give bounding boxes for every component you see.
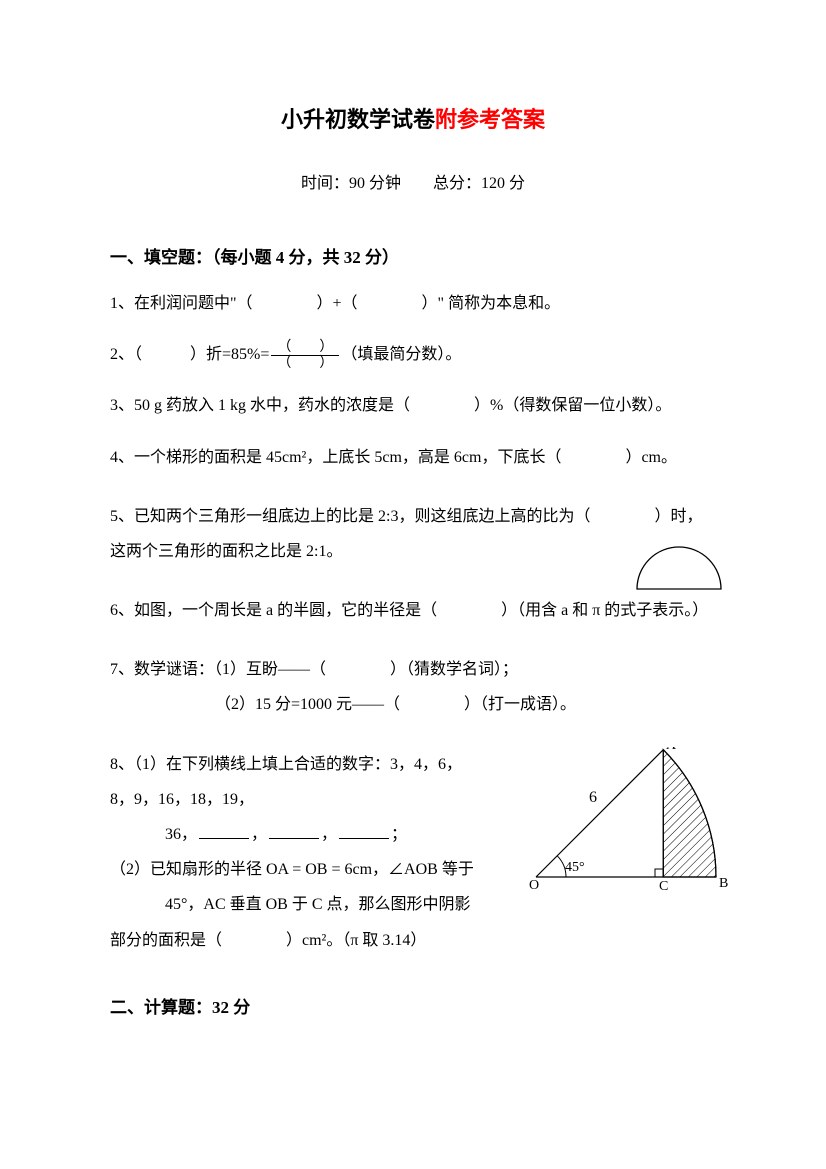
question-7: 7、数学谜语：（1）互盼——（ ）（猜数学名词）； （2）15 分=1000 元…: [110, 652, 716, 722]
total-value: 120 分: [481, 175, 525, 192]
question-6: 6、如图，一个周长是 a 的半圆，它的半径是（ ）（用含 a 和 π 的式子表示…: [110, 593, 716, 628]
title-black: 小升初数学试卷: [281, 107, 435, 132]
sector-figure: A B C O 6 45°: [521, 747, 731, 910]
q8-line1: 8、（1）在下列横线上填上合适的数字：3，4，6，: [110, 747, 490, 782]
q2-prefix: 2、（ ）折=85%=: [110, 346, 269, 363]
total-label: 总分：: [433, 175, 481, 192]
fraction-denominator: （ ）: [271, 356, 339, 371]
question-5: 5、已知两个三角形一组底边上的比是 2:3，则这组底边上高的比为（ ）时，这两个…: [110, 499, 716, 569]
title-red: 附参考答案: [435, 107, 545, 132]
label-A: A: [666, 747, 677, 753]
blank-1: [199, 823, 249, 839]
fraction: （ ）（ ）: [271, 340, 339, 372]
question-1: 1、在利润问题中"（ ）+（ ）" 简称为本息和。: [110, 286, 716, 321]
question-2: 2、（ ）折=85%=（ ）（ ）（填最简分数）。: [110, 337, 716, 372]
q8-line3: 36，，，；: [110, 817, 490, 852]
subtitle: 时间：90 分钟 总分：120 分: [110, 170, 716, 199]
page-title: 小升初数学试卷附参考答案: [110, 100, 716, 140]
q2-suffix: （填最简分数）。: [341, 346, 461, 363]
q8-line6: 部分的面积是（ ）cm²。（π 取 3.14）: [110, 923, 716, 958]
label-B: B: [719, 876, 728, 891]
blank-3: [339, 823, 389, 839]
q7-line2: （2）15 分=1000 元——（ ）（打一成语）。: [110, 687, 716, 722]
time-value: 90 分钟: [349, 175, 401, 192]
semicircle-figure: [632, 543, 726, 606]
q8-line2: 8，9，16，18，19，: [110, 782, 490, 817]
label-6: 6: [589, 789, 597, 806]
label-C: C: [659, 879, 668, 894]
label-O: O: [529, 878, 539, 893]
time-label: 时间：: [301, 175, 349, 192]
section1-header: 一、填空题：（每小题 4 分，共 32 分）: [110, 243, 716, 274]
label-45: 45°: [565, 860, 585, 875]
blank-2: [269, 823, 319, 839]
section2-header: 二、计算题：32 分: [110, 993, 716, 1024]
question-3: 3、50 g 药放入 1 kg 水中，药水的浓度是（ ）%（得数保留一位小数）。: [110, 388, 716, 423]
q7-line1: 7、数学谜语：（1）互盼——（ ）（猜数学名词）；: [110, 652, 716, 687]
question-4: 4、一个梯形的面积是 45cm²，上底长 5cm，高是 6cm，下底长（ ）cm…: [110, 440, 716, 475]
question-8: 8、（1）在下列横线上填上合适的数字：3，4，6， 8，9，16，18，19， …: [110, 747, 716, 958]
q8-line5: 45°，AC 垂直 OB 于 C 点，那么图形中阴影: [110, 887, 490, 922]
q8-line4: （2）已知扇形的半径 OA = OB = 6cm，∠AOB 等于: [110, 852, 490, 887]
fraction-numerator: （ ）: [271, 340, 339, 356]
